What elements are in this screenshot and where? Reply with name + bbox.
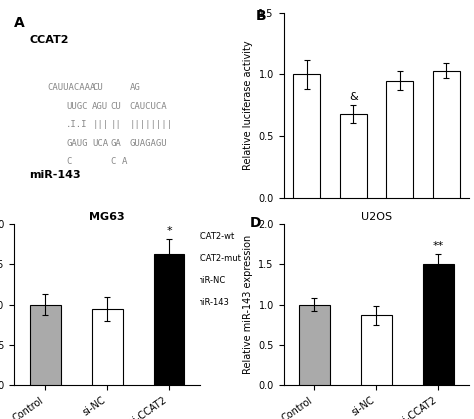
- Title: MG63: MG63: [89, 212, 125, 222]
- Text: +: +: [350, 232, 356, 241]
- Y-axis label: Relative miR-143 expression: Relative miR-143 expression: [243, 235, 253, 375]
- Y-axis label: Relative luciferase activity: Relative luciferase activity: [243, 41, 253, 170]
- Text: CCAT2-wt: CCAT2-wt: [194, 232, 235, 241]
- Text: -: -: [305, 254, 308, 263]
- Bar: [361, 315, 392, 385]
- Text: GA: GA: [111, 139, 121, 148]
- Text: -: -: [398, 232, 401, 241]
- Text: CU: CU: [111, 102, 121, 111]
- Bar: [30, 305, 61, 385]
- Text: +: +: [443, 298, 449, 307]
- Bar: [433, 71, 459, 198]
- Bar: [386, 80, 413, 198]
- Text: CAUUACAAA: CAUUACAAA: [48, 83, 96, 92]
- Text: miR-143: miR-143: [29, 170, 81, 180]
- Text: &: &: [349, 92, 357, 102]
- Text: +: +: [396, 254, 403, 263]
- Text: +: +: [303, 276, 310, 285]
- Bar: [340, 114, 367, 198]
- Text: AG: AG: [129, 83, 140, 92]
- Title: U2OS: U2OS: [361, 212, 392, 222]
- Text: UUGC: UUGC: [66, 102, 88, 111]
- Text: miR-NC: miR-NC: [194, 276, 226, 285]
- Bar: [299, 305, 330, 385]
- Text: D: D: [250, 216, 262, 230]
- Text: |||: |||: [92, 120, 109, 129]
- Text: A: A: [14, 16, 25, 30]
- Text: CU: CU: [92, 83, 103, 92]
- Text: +: +: [350, 298, 356, 307]
- Text: -: -: [445, 232, 447, 241]
- Text: -: -: [352, 254, 355, 263]
- Text: ||: ||: [111, 120, 121, 129]
- Text: C: C: [66, 157, 72, 166]
- Text: -: -: [352, 276, 355, 285]
- Text: AGU: AGU: [92, 102, 109, 111]
- Text: -: -: [305, 298, 308, 307]
- Text: -: -: [445, 276, 447, 285]
- Text: GUAGAGU: GUAGAGU: [129, 139, 167, 148]
- Text: .I.I: .I.I: [66, 120, 88, 129]
- Text: ||||||||: ||||||||: [129, 120, 173, 129]
- Bar: [154, 254, 184, 385]
- Text: C: C: [111, 157, 116, 166]
- Text: CCAT2: CCAT2: [29, 35, 69, 45]
- Text: UCA: UCA: [92, 139, 109, 148]
- Text: miR-143: miR-143: [194, 298, 229, 307]
- Text: A: A: [122, 157, 128, 166]
- Text: -: -: [398, 298, 401, 307]
- Text: +: +: [396, 276, 403, 285]
- Bar: [423, 264, 454, 385]
- Text: CCAT2-mut: CCAT2-mut: [194, 254, 241, 263]
- Text: *: *: [166, 226, 172, 236]
- Text: GAUG: GAUG: [66, 139, 88, 148]
- Text: CAUCUCA: CAUCUCA: [129, 102, 167, 111]
- Text: **: **: [433, 241, 444, 251]
- Bar: [293, 75, 320, 198]
- Text: +: +: [443, 254, 449, 263]
- Text: B: B: [255, 9, 266, 23]
- Bar: [91, 309, 123, 385]
- Text: +: +: [303, 232, 310, 241]
